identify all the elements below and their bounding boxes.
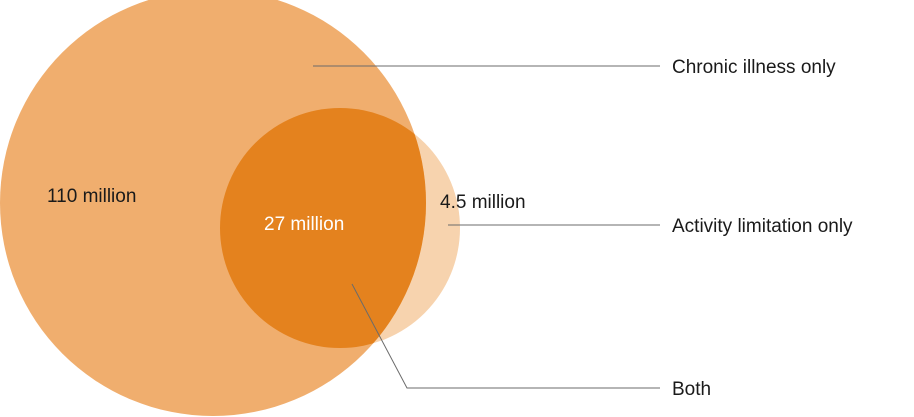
chronic-illness-callout: Chronic illness only (672, 57, 836, 78)
activity-limitation-value-label: 4.5 million (440, 192, 526, 213)
intersection-value-label: 27 million (264, 214, 344, 235)
both-callout: Both (672, 379, 711, 400)
chronic-illness-value-label: 110 million (47, 186, 136, 207)
leader-line-both (351, 283, 660, 389)
activity-limitation-callout: Activity limitation only (672, 216, 853, 237)
intersection-region (220, 108, 426, 348)
